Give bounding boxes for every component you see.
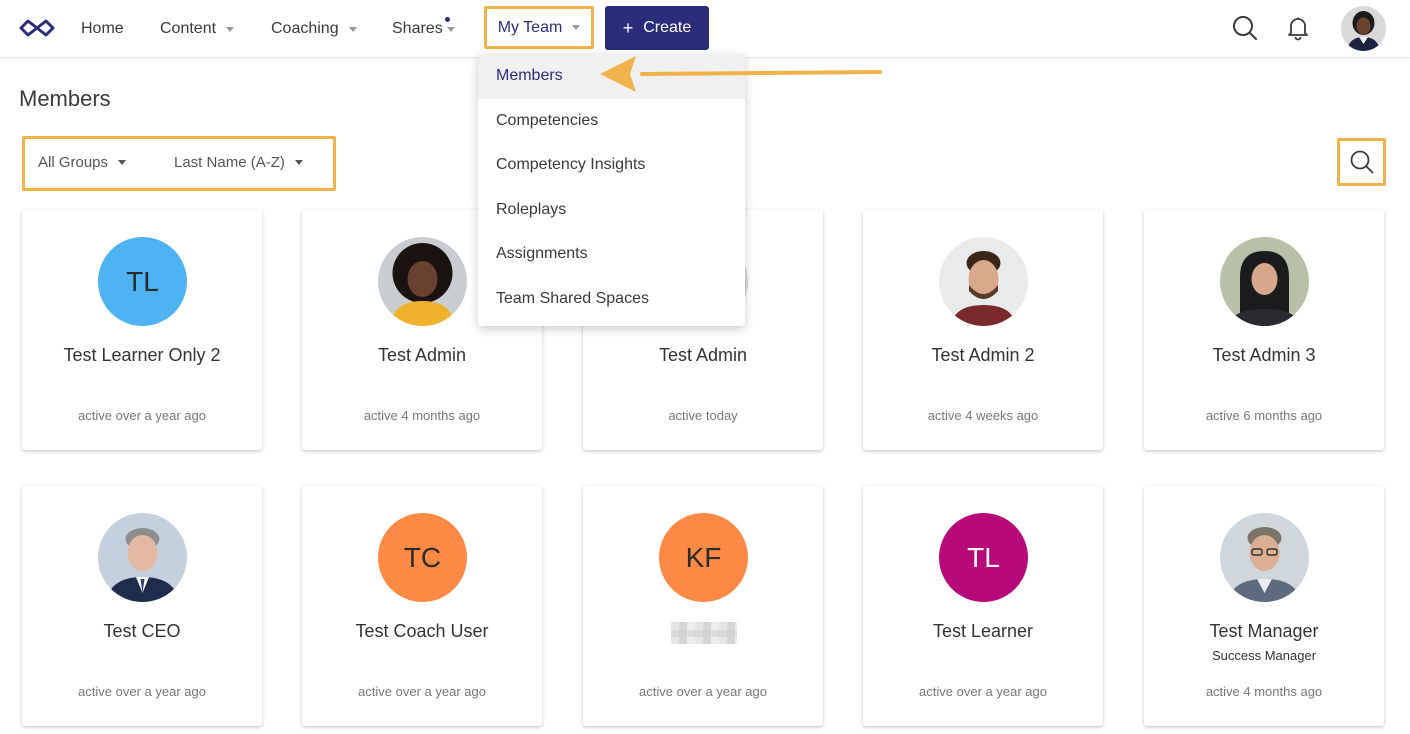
member-status: active over a year ago [78, 408, 206, 423]
my-team-dropdown-menu: Members Competencies Competency Insights… [478, 54, 745, 326]
member-card[interactable]: Test Admin 2 active 4 weeks ago [863, 210, 1103, 450]
member-name: Test Coach User [355, 621, 489, 641]
nav-my-team[interactable]: My Team [484, 6, 594, 49]
caret-down-icon [294, 160, 303, 165]
nav-my-team-label: My Team [497, 18, 563, 36]
notification-dot [445, 17, 450, 22]
caret-down-icon [226, 26, 235, 32]
menu-item-competencies[interactable]: Competencies [496, 111, 599, 129]
member-name: Test Admin 2 [931, 345, 1035, 365]
member-avatar: KF [659, 513, 748, 602]
sort-dropdown[interactable]: Last Name (A-Z) [174, 154, 303, 171]
nav-shares-label: Shares [392, 20, 443, 37]
sort-label: Last Name (A-Z) [174, 154, 285, 171]
nav-home-label: Home [81, 20, 124, 37]
member-card[interactable]: Test CEO active over a year ago [22, 486, 262, 726]
member-status: active 4 months ago [363, 408, 481, 423]
member-title: Success Manager [1211, 648, 1317, 663]
nav-shares[interactable]: Shares [392, 17, 455, 40]
member-search-button[interactable] [1337, 138, 1386, 186]
member-card[interactable]: TL Test Learner Only 2 active over a yea… [22, 210, 262, 450]
menu-item-team-shared-spaces[interactable]: Team Shared Spaces [496, 289, 649, 307]
annotation-arrow-icon [600, 56, 882, 92]
nav-home[interactable]: Home [81, 18, 124, 40]
member-name: Test Admin [377, 345, 467, 365]
avatar-initials: TC [403, 541, 442, 573]
member-card[interactable]: Test Manager Success Manager active 4 mo… [1144, 486, 1384, 726]
bell-icon[interactable] [1284, 14, 1312, 42]
member-name: Test Learner [932, 621, 1034, 641]
member-card[interactable]: Test Admin active 4 months ago [302, 210, 542, 450]
member-name: Test Learner Only 2 [63, 345, 221, 365]
member-status: active over a year ago [78, 684, 206, 699]
redacted-member-name [671, 622, 737, 644]
avatar-initials: TL [967, 541, 1000, 573]
member-avatar [98, 513, 187, 602]
member-name: Test Admin 3 [1212, 345, 1316, 365]
user-avatar[interactable] [1341, 6, 1386, 51]
logo-icon[interactable] [18, 17, 56, 39]
member-name: Test Manager [1209, 621, 1319, 641]
avatar-initials: KF [685, 541, 722, 573]
nav-coaching[interactable]: Coaching [271, 18, 357, 40]
member-card[interactable]: TC Test Coach User active over a year ag… [302, 486, 542, 726]
member-status: active over a year ago [639, 684, 767, 699]
member-status: active 6 months ago [1205, 408, 1323, 423]
avatar-initials: TL [126, 265, 159, 297]
nav-content[interactable]: Content [160, 18, 235, 40]
caret-down-icon [572, 25, 581, 30]
page-title: Members [19, 86, 111, 111]
member-status: active today [668, 408, 738, 423]
menu-item-assignments[interactable]: Assignments [496, 245, 588, 263]
caret-down-icon [446, 26, 455, 32]
member-card[interactable]: TL Test Learner active over a year ago [863, 486, 1103, 726]
nav-coaching-label: Coaching [271, 20, 339, 37]
member-avatar [378, 237, 467, 326]
member-name: Test CEO [103, 621, 181, 641]
menu-item-members[interactable]: Members [478, 54, 745, 99]
search-icon[interactable] [1231, 14, 1259, 42]
member-card[interactable]: Test Admin 3 active 6 months ago [1144, 210, 1384, 450]
member-avatar [1220, 513, 1309, 602]
create-button[interactable]: + Create [605, 6, 709, 50]
member-status: active 4 weeks ago [927, 408, 1039, 423]
nav-content-label: Content [160, 20, 217, 37]
member-card[interactable]: KF active over a year ago [583, 486, 823, 726]
member-status: active 4 months ago [1205, 684, 1323, 699]
member-avatar: TC [378, 513, 467, 602]
member-name: Test Admin [658, 345, 748, 365]
menu-item-competency-insights[interactable]: Competency Insights [496, 156, 646, 174]
menu-item-roleplays[interactable]: Roleplays [496, 200, 567, 218]
group-filter-dropdown[interactable]: All Groups [38, 154, 127, 171]
member-avatar: TL [98, 237, 187, 326]
member-status: active over a year ago [919, 684, 1047, 699]
member-avatar: TL [939, 513, 1028, 602]
caret-down-icon [118, 160, 127, 165]
plus-icon: + [622, 18, 634, 38]
member-status: active over a year ago [358, 684, 486, 699]
member-avatar [1220, 237, 1309, 326]
filters-bar: All Groups Last Name (A-Z) [22, 136, 336, 191]
caret-down-icon [348, 26, 357, 32]
top-navigation-bar: Home Content Coaching Shares My Team + C… [0, 0, 1410, 58]
search-icon [1350, 150, 1373, 174]
create-button-label: Create [643, 19, 692, 36]
member-avatar [939, 237, 1028, 326]
group-filter-label: All Groups [38, 154, 109, 171]
